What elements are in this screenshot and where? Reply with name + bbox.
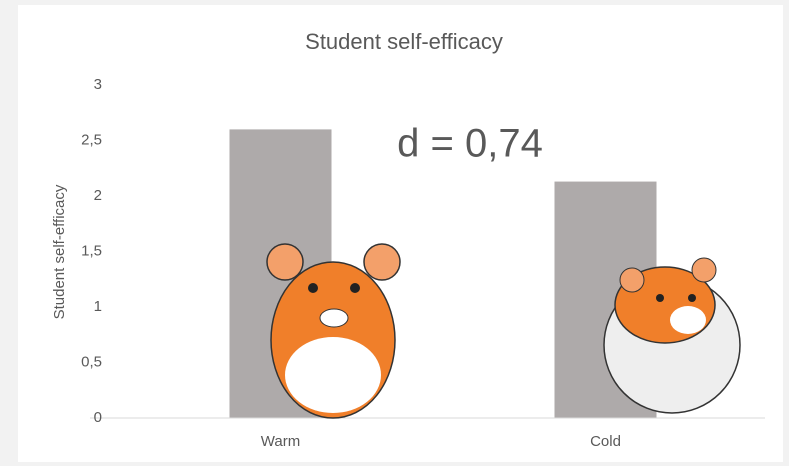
y-tick-label: 2 bbox=[94, 187, 102, 204]
y-tick-label: 1,5 bbox=[81, 242, 102, 259]
y-tick-label: 2,5 bbox=[81, 131, 102, 148]
warm-hamster bbox=[266, 243, 401, 419]
annotation: d = 0,74 bbox=[397, 122, 543, 166]
y-tick-label: 3 bbox=[94, 76, 102, 93]
y-tick-label: 1 bbox=[94, 298, 102, 315]
cold-hamster bbox=[603, 257, 741, 414]
x-tick-label: Cold bbox=[590, 433, 621, 450]
chart-title: Student self-efficacy bbox=[305, 29, 503, 54]
y-tick-label: 0,5 bbox=[81, 353, 102, 370]
y-tick-label: 0 bbox=[94, 409, 102, 426]
y-axis-label: Student self-efficacy bbox=[51, 184, 68, 319]
x-tick-label: Warm bbox=[261, 433, 300, 450]
